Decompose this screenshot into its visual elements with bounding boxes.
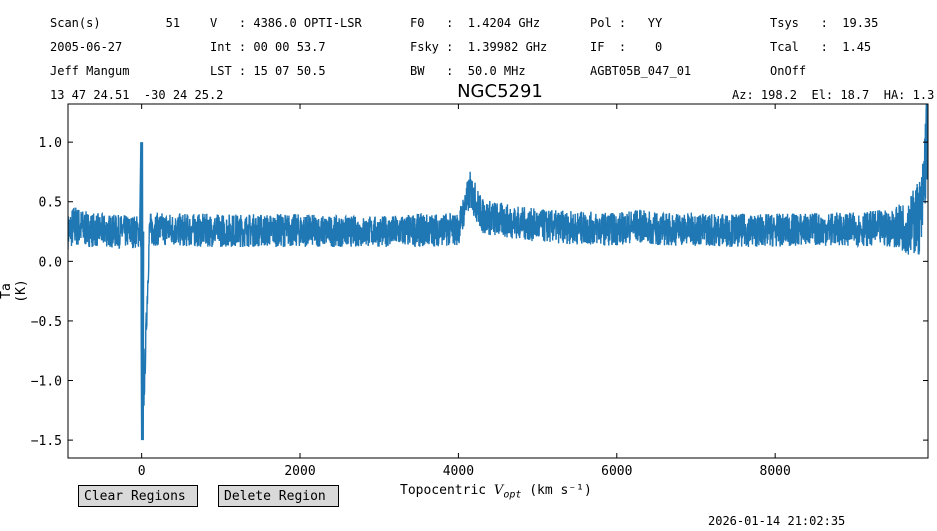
header-int: Int : 00 00 53.7 (210, 40, 326, 54)
header-project: AGBT05B_047_01 (590, 64, 692, 78)
header-tsys: Tsys : 19.35 (770, 16, 879, 30)
y-tick-label: −1.0 (31, 375, 62, 390)
header-pol: Pol : YY (590, 16, 663, 30)
x-tick-label: 0 (138, 464, 146, 479)
header-f0: F0 : 1.4204 GHz (410, 16, 541, 30)
header-velocity: V : 4386.0 OPTI-LSR (210, 16, 362, 30)
x-axis-label-prefix: Topocentric (400, 483, 494, 498)
x-tick-label: 6000 (601, 464, 632, 479)
header-scan: Scan(s) 51 (50, 16, 181, 30)
tick-layer: 1.0 0.5 0.0 −0.5 −1.0 −1.5 0 2000 4000 6000 8000 (31, 104, 928, 479)
header-date: 2005-06-27 (50, 40, 123, 54)
y-tick-label: 0.0 (39, 255, 62, 270)
x-tick-label: 2000 (284, 464, 315, 479)
x-axis-label: Topocentric Vopt (km s⁻¹) (400, 483, 592, 501)
header-if: IF : 0 (590, 40, 663, 54)
y-tick-label: 1.0 (39, 136, 62, 151)
spectrum-spike (138, 142, 145, 441)
x-tick-label: 8000 (760, 464, 791, 479)
header-bw: BW : 50.0 MHz (410, 64, 526, 78)
header-observer: Jeff Mangum (50, 64, 130, 78)
header-lst: LST : 15 07 50.5 (210, 64, 326, 78)
header-tcal: Tcal : 1.45 (770, 40, 872, 54)
timestamp: 2026-01-14 21:02:35 (708, 514, 846, 528)
header-coords: 13 47 24.51 -30 24 25.2 (50, 88, 224, 102)
header-fsky: Fsky : 1.39982 GHz (410, 40, 548, 54)
spectrum-line (68, 104, 928, 434)
plot-frame (67, 103, 929, 459)
y-tick-label: −1.5 (31, 434, 62, 449)
y-tick-label: −0.5 (31, 315, 62, 330)
x-axis-label-var: V (493, 483, 504, 498)
series-layer (68, 104, 928, 441)
x-axis-label-unit: (km s⁻¹) (521, 483, 592, 498)
clear-regions-button[interactable]: Clear Regions (78, 485, 198, 507)
header-procedure: OnOff (770, 64, 807, 78)
x-axis-label-sub: opt (503, 489, 522, 501)
header-azel: Az: 198.2 El: 18.7 HA: 1.3 (732, 88, 935, 102)
plot-title: NGC5291 (457, 81, 543, 102)
delete-region-button[interactable]: Delete Region (218, 485, 339, 507)
y-tick-label: 0.5 (39, 196, 62, 211)
x-tick-label: 4000 (443, 464, 474, 479)
y-axis-label: Ta (K) (0, 279, 29, 303)
